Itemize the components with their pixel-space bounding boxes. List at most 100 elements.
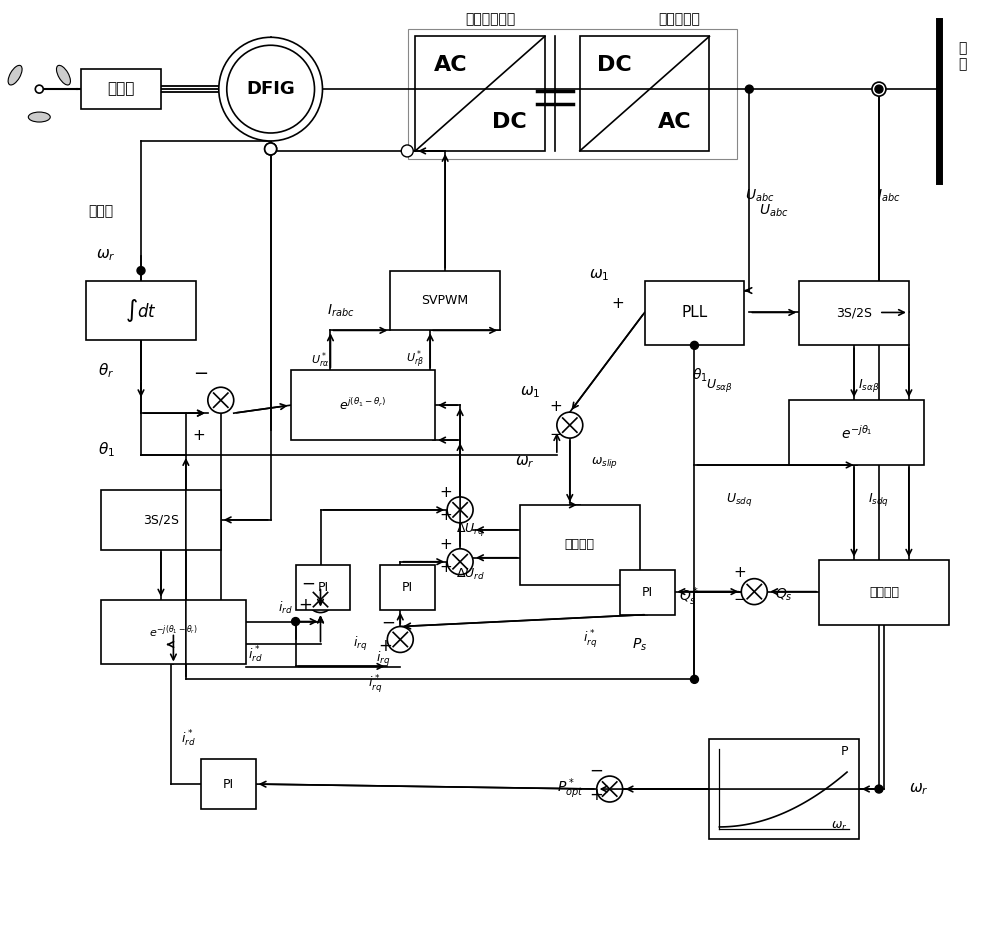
Text: $i^*_{rq}$: $i^*_{rq}$ (583, 629, 597, 650)
Text: $U_{sdq}$: $U_{sdq}$ (726, 491, 753, 508)
Bar (580, 36, 709, 151)
Text: $e^{-j\theta_1}$: $e^{-j\theta_1}$ (841, 424, 872, 442)
Bar (201, 759, 256, 809)
Bar (296, 565, 350, 610)
Text: 转子侧变流器: 转子侧变流器 (465, 12, 515, 26)
Text: AC: AC (658, 112, 691, 133)
Text: $I_{rabc}$: $I_{rabc}$ (327, 303, 354, 318)
Circle shape (387, 627, 413, 653)
Bar (380, 565, 435, 610)
Circle shape (401, 145, 413, 157)
Circle shape (265, 143, 277, 155)
Circle shape (557, 412, 583, 438)
Circle shape (35, 85, 43, 93)
Circle shape (741, 579, 767, 604)
Text: 功率计算: 功率计算 (869, 586, 899, 599)
Circle shape (875, 785, 883, 793)
Text: $+$: $+$ (298, 596, 313, 614)
Text: $-$: $-$ (301, 573, 316, 591)
Text: DC: DC (597, 55, 632, 75)
Bar (819, 559, 949, 625)
Text: $+$: $+$ (611, 296, 624, 311)
Bar (408, 29, 737, 159)
Text: $U^*_{r\beta}$: $U^*_{r\beta}$ (406, 349, 424, 372)
Text: $+$: $+$ (733, 565, 746, 580)
Text: $\Delta U_{rd}$: $\Delta U_{rd}$ (456, 567, 485, 582)
Text: $\omega_r$: $\omega_r$ (831, 820, 847, 833)
Circle shape (265, 143, 277, 155)
Text: $e^{j(\theta_1-\theta_r)}$: $e^{j(\theta_1-\theta_r)}$ (339, 397, 386, 413)
Text: 电
网: 电 网 (959, 41, 967, 71)
Bar (81, 69, 161, 109)
Text: $\theta_1$: $\theta_1$ (692, 366, 707, 384)
Text: PI: PI (402, 581, 413, 594)
Ellipse shape (8, 65, 22, 85)
Text: $-$: $-$ (193, 363, 208, 381)
Bar (620, 570, 675, 615)
Circle shape (219, 37, 322, 141)
Text: $e^{-j(\theta_1-\theta_r)}$: $e^{-j(\theta_1-\theta_r)}$ (149, 624, 198, 641)
Text: $+$: $+$ (192, 428, 205, 443)
Text: $\omega_{slip}$: $\omega_{slip}$ (591, 455, 618, 470)
Text: PI: PI (223, 777, 234, 790)
Text: $I_{abc}$: $I_{abc}$ (877, 188, 901, 204)
Text: $+$: $+$ (549, 399, 562, 414)
Bar (101, 600, 246, 664)
Text: $\omega_1$: $\omega_1$ (520, 385, 540, 400)
Text: $i_{rq}$: $i_{rq}$ (376, 650, 390, 669)
Circle shape (872, 82, 886, 96)
Text: 3S/2S: 3S/2S (836, 306, 872, 319)
Circle shape (447, 549, 473, 574)
Text: 网侧变流器: 网侧变流器 (659, 12, 700, 26)
Text: $\omega_r$: $\omega_r$ (96, 248, 116, 263)
Bar (86, 280, 196, 340)
Circle shape (447, 497, 473, 523)
Text: $\Delta U_{rq}$: $\Delta U_{rq}$ (456, 521, 484, 538)
Text: $+$: $+$ (439, 486, 452, 501)
Text: $P^*_{opt}$: $P^*_{opt}$ (557, 777, 583, 801)
Text: PI: PI (317, 581, 329, 594)
Text: $I_{sdq}$: $I_{sdq}$ (868, 491, 889, 508)
Text: $i^*_{rd}$: $i^*_{rd}$ (181, 729, 196, 749)
Bar (390, 271, 500, 331)
Circle shape (690, 675, 698, 684)
Circle shape (208, 388, 234, 413)
Text: $+$: $+$ (439, 537, 452, 552)
Text: $-$: $-$ (589, 761, 603, 779)
Text: $\theta_r$: $\theta_r$ (98, 361, 114, 379)
Bar (291, 370, 435, 440)
Text: $U_{s\alpha\beta}$: $U_{s\alpha\beta}$ (706, 376, 733, 394)
Circle shape (292, 617, 300, 626)
Circle shape (745, 85, 753, 93)
Bar (709, 739, 859, 839)
Text: DC: DC (492, 112, 527, 133)
Bar (799, 280, 909, 346)
Text: $+$: $+$ (439, 508, 452, 523)
Text: $\omega_r$: $\omega_r$ (515, 454, 535, 470)
Text: 3S/2S: 3S/2S (143, 514, 179, 527)
Bar (645, 280, 744, 346)
Text: $+$: $+$ (439, 560, 452, 575)
Text: $U_{abc}$: $U_{abc}$ (745, 188, 774, 204)
Text: $\omega_1$: $\omega_1$ (589, 268, 610, 283)
Text: $U_{abc}$: $U_{abc}$ (759, 203, 789, 219)
Text: SVPWM: SVPWM (422, 294, 469, 307)
Text: DFIG: DFIG (246, 80, 295, 98)
Text: $\omega_r$: $\omega_r$ (909, 781, 929, 797)
Text: $+$: $+$ (378, 638, 392, 656)
Text: AC: AC (433, 55, 467, 75)
Text: P: P (840, 744, 848, 757)
Circle shape (690, 341, 698, 349)
Text: $U^*_{r\alpha}$: $U^*_{r\alpha}$ (311, 350, 330, 370)
Text: $-$: $-$ (381, 613, 395, 630)
Text: $+$: $+$ (589, 786, 603, 804)
Text: $P_s$: $P_s$ (632, 636, 647, 653)
Circle shape (875, 85, 883, 93)
Bar (789, 400, 924, 465)
Text: $-$: $-$ (549, 425, 562, 440)
Text: $Q^*_s$: $Q^*_s$ (679, 586, 700, 608)
Ellipse shape (28, 112, 50, 122)
Text: $i^*_{rd}$: $i^*_{rd}$ (248, 644, 263, 665)
Text: $\int dt$: $\int dt$ (125, 297, 157, 324)
Text: $\theta_1$: $\theta_1$ (98, 441, 115, 460)
